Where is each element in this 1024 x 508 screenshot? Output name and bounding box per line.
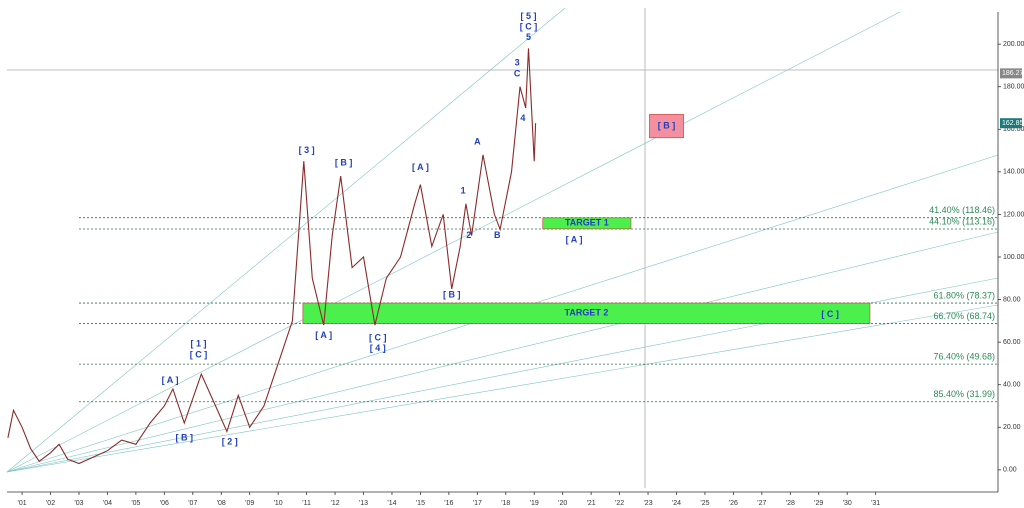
price-line [7, 48, 537, 465]
x-tick-label: '23 [643, 500, 652, 507]
x-tick-label: '24 [672, 500, 681, 507]
wave-label: C [514, 68, 521, 78]
wave-label: B [494, 230, 501, 240]
wave-label: [ C ] [821, 309, 839, 319]
wave-label: [ C ] [520, 21, 538, 31]
wave-label: 5 [526, 32, 531, 42]
wave-label: [ B ] [335, 158, 353, 168]
x-tick-label: '03 [74, 500, 83, 507]
wave-label: [ C ] [369, 332, 387, 342]
wave-label: [ A ] [162, 375, 179, 385]
target-label: TARGET 1 [565, 218, 609, 228]
x-tick-label: '17 [473, 500, 482, 507]
y-tick-label: 100.00 [1003, 254, 1024, 261]
fib-label: 85.40% (31.99) [933, 389, 995, 399]
y-tick-label: 0.00 [1003, 467, 1017, 474]
y-tick-label: 40.00 [1003, 382, 1021, 389]
x-tick-label: '01 [18, 500, 27, 507]
wave-label: [ A ] [566, 234, 583, 244]
x-tick-label: '18 [501, 500, 510, 507]
fib-label: 76.40% (49.68) [933, 351, 995, 361]
wave-label: [ 1 ] [190, 339, 206, 349]
x-tick-label: '09 [245, 500, 254, 507]
price-tag [1000, 68, 1022, 79]
x-tick-label: '30 [843, 500, 852, 507]
x-tick-label: '16 [444, 500, 453, 507]
x-tick-label: '02 [46, 500, 55, 507]
y-tick-label: 80.00 [1003, 296, 1021, 303]
y-tick-label: 120.00 [1003, 211, 1024, 218]
price-tag-label: 186.27 [1002, 70, 1024, 77]
x-tick-label: '27 [757, 500, 766, 507]
x-tick-label: '08 [217, 500, 226, 507]
target-box [542, 217, 632, 230]
fib-label: 61.80% (78.37) [933, 290, 995, 300]
x-tick-label: '15 [416, 500, 425, 507]
x-tick-label: '07 [188, 500, 197, 507]
x-tick-label: '12 [330, 500, 339, 507]
x-tick-label: '19 [530, 500, 539, 507]
wave-label: [ B ] [443, 290, 461, 300]
wave-label: [ A ] [315, 330, 332, 340]
x-tick-label: '31 [871, 500, 880, 507]
x-tick-label: '11 [302, 500, 311, 507]
x-tick-label: '21 [587, 500, 596, 507]
y-tick-label: 180.00 [1003, 84, 1024, 91]
wave-label: [ B ] [176, 432, 194, 442]
target-label: [ B ] [658, 120, 676, 130]
wave-label: [ 5 ] [521, 11, 537, 21]
fib-label: 66.70% (68.74) [933, 311, 995, 321]
x-tick-label: '05 [131, 500, 140, 507]
wave-label: A [474, 136, 481, 146]
fib-label: 44.10% (113.16) [929, 216, 995, 226]
x-tick-label: '13 [359, 500, 368, 507]
x-tick-label: '06 [160, 500, 169, 507]
wave-label: 3 [515, 58, 520, 68]
wave-label: [ 2 ] [222, 437, 238, 447]
x-tick-label: '28 [786, 500, 795, 507]
target-label: TARGET 2 [565, 308, 609, 318]
x-tick-label: '10 [274, 500, 283, 507]
target-box [649, 114, 684, 139]
y-tick-label: 140.00 [1003, 169, 1024, 176]
wave-label: [ A ] [412, 162, 429, 172]
wave-label: [ 3 ] [299, 145, 315, 155]
y-tick-label: 20.00 [1003, 424, 1021, 431]
x-tick-label: '14 [387, 500, 396, 507]
target-box [302, 302, 871, 324]
wave-label: 2 [466, 230, 471, 240]
fib-label: 41.40% (118.46) [929, 205, 995, 215]
y-tick-label: 60.00 [1003, 339, 1021, 346]
x-tick-label: '25 [700, 500, 709, 507]
x-tick-label: '22 [615, 500, 624, 507]
wave-label: [ C ] [190, 349, 208, 359]
wave-label: [ 4 ] [370, 343, 386, 353]
wave-label: 4 [520, 113, 525, 123]
x-tick-label: '26 [729, 500, 738, 507]
x-tick-label: '20 [558, 500, 567, 507]
price-tag [1000, 118, 1022, 129]
x-tick-label: '29 [814, 500, 823, 507]
price-tag-label: 162.85 [1002, 120, 1024, 127]
wave-label: 1 [461, 185, 466, 195]
x-tick-label: '04 [103, 500, 112, 507]
y-tick-label: 160.00 [1003, 126, 1024, 133]
y-tick-label: 200.00 [1003, 41, 1024, 48]
